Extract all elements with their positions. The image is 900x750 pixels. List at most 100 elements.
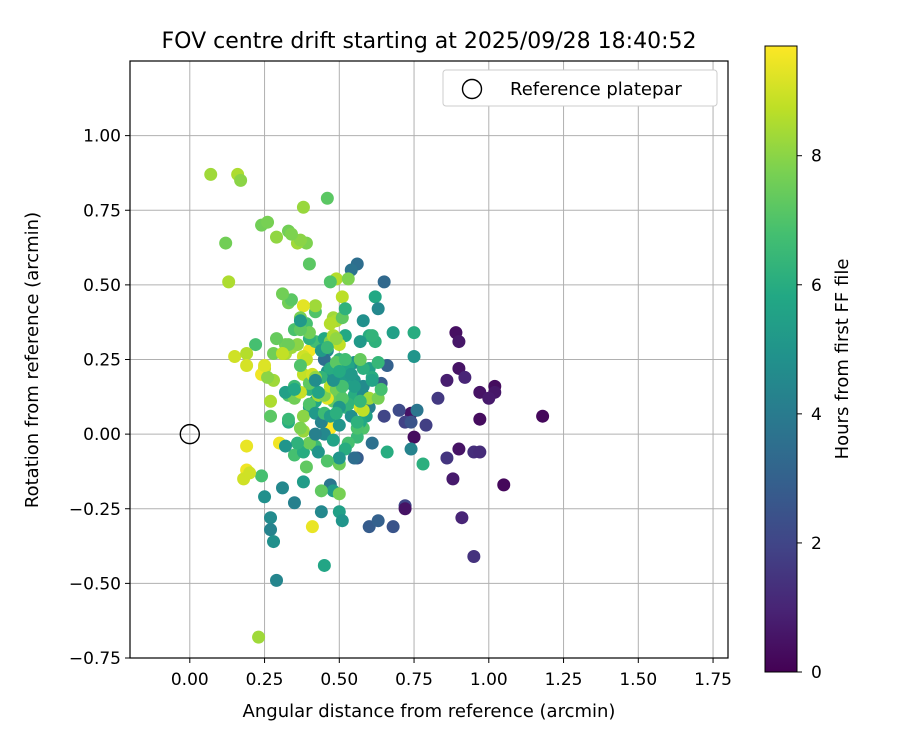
data-point xyxy=(293,314,307,328)
data-point xyxy=(386,520,400,534)
data-point xyxy=(267,535,281,549)
x-tick-label: 1.25 xyxy=(545,670,583,690)
data-point xyxy=(458,370,472,384)
y-tick-label: 0.00 xyxy=(83,425,121,445)
data-point xyxy=(275,347,289,361)
x-tick-label: 1.00 xyxy=(470,670,508,690)
x-tick-label: 1.50 xyxy=(619,670,657,690)
data-point xyxy=(293,323,307,337)
data-point xyxy=(353,353,367,366)
colorbar-tick-label: 6 xyxy=(811,276,822,296)
data-point xyxy=(473,412,487,426)
data-point xyxy=(302,257,316,271)
data-point xyxy=(222,275,236,289)
data-point xyxy=(347,451,361,465)
data-point xyxy=(264,409,278,423)
data-point xyxy=(452,442,466,456)
data-point xyxy=(440,373,454,387)
y-tick-label: 0.75 xyxy=(83,201,121,221)
y-axis-label: Rotation from reference (arcmin) xyxy=(22,212,43,508)
data-point xyxy=(347,379,361,393)
data-point xyxy=(293,421,307,435)
data-point xyxy=(270,573,284,587)
data-point xyxy=(284,227,298,241)
data-points xyxy=(204,167,550,644)
data-point xyxy=(287,382,301,396)
colorbar-ticks: 0 2 4 6 8 xyxy=(797,147,822,683)
data-point xyxy=(252,630,266,644)
data-point xyxy=(482,391,496,405)
x-tick-label: 0.00 xyxy=(171,670,209,690)
data-point xyxy=(341,272,355,286)
data-point xyxy=(270,332,284,346)
grid-lines xyxy=(130,61,728,659)
data-point xyxy=(290,338,304,352)
data-point xyxy=(264,523,278,537)
data-point xyxy=(332,451,346,465)
data-point xyxy=(219,236,233,250)
colorbar xyxy=(764,45,798,673)
data-point xyxy=(261,370,275,384)
data-point xyxy=(308,299,322,313)
data-point xyxy=(320,191,334,205)
data-point xyxy=(497,478,511,492)
y-tick-label: −0.75 xyxy=(69,649,121,669)
data-point xyxy=(314,484,328,498)
data-point xyxy=(407,326,421,340)
data-point xyxy=(308,373,322,387)
data-point xyxy=(281,412,295,426)
data-point xyxy=(404,415,418,429)
data-point xyxy=(234,173,248,187)
data-point xyxy=(305,520,319,534)
data-point xyxy=(377,409,391,423)
data-point xyxy=(296,409,310,423)
data-point xyxy=(240,439,254,453)
data-point xyxy=(240,347,254,361)
data-point xyxy=(299,460,313,474)
data-point xyxy=(407,350,421,364)
data-point xyxy=(353,394,367,408)
data-point xyxy=(287,496,301,510)
y-axis-ticks: −0.75 −0.50 −0.25 0.00 0.25 0.50 0.75 1.00 xyxy=(69,127,130,669)
data-point xyxy=(392,403,406,417)
legend-marker-open-circle xyxy=(461,78,483,100)
data-point xyxy=(311,445,325,459)
data-point xyxy=(335,514,349,528)
data-point xyxy=(204,167,218,181)
data-point xyxy=(380,445,394,459)
colorbar-tick-label: 0 xyxy=(811,663,822,683)
data-point xyxy=(332,364,346,378)
data-point xyxy=(365,329,379,343)
x-axis-label: Angular distance from reference (arcmin) xyxy=(243,701,616,722)
data-point xyxy=(536,409,550,423)
data-point xyxy=(320,341,334,355)
x-axis-ticks: 0.00 0.25 0.50 0.75 1.00 1.25 1.50 1.75 xyxy=(171,658,732,690)
data-point xyxy=(261,215,275,229)
plot-frame xyxy=(129,60,729,659)
data-point xyxy=(249,338,263,352)
data-point xyxy=(258,358,272,372)
colorbar-tick-label: 8 xyxy=(811,147,822,167)
data-point xyxy=(404,442,418,456)
data-point xyxy=(228,350,242,364)
data-point xyxy=(320,454,334,468)
data-point xyxy=(267,347,281,361)
data-point xyxy=(473,445,487,459)
data-point xyxy=(311,385,325,399)
data-point xyxy=(296,299,310,313)
data-point xyxy=(243,466,257,480)
colorbar-tick-label: 4 xyxy=(811,405,822,425)
data-point xyxy=(452,335,466,349)
data-point xyxy=(323,275,337,289)
chart-title: FOV centre drift starting at 2025/09/28 … xyxy=(162,29,697,54)
data-point xyxy=(350,415,364,429)
data-point xyxy=(440,451,454,465)
data-point xyxy=(371,355,385,369)
data-point xyxy=(365,436,379,450)
data-point xyxy=(446,472,460,486)
data-point xyxy=(296,200,310,214)
y-tick-label: −0.50 xyxy=(69,574,121,594)
data-point xyxy=(416,457,430,471)
data-point xyxy=(275,481,289,495)
